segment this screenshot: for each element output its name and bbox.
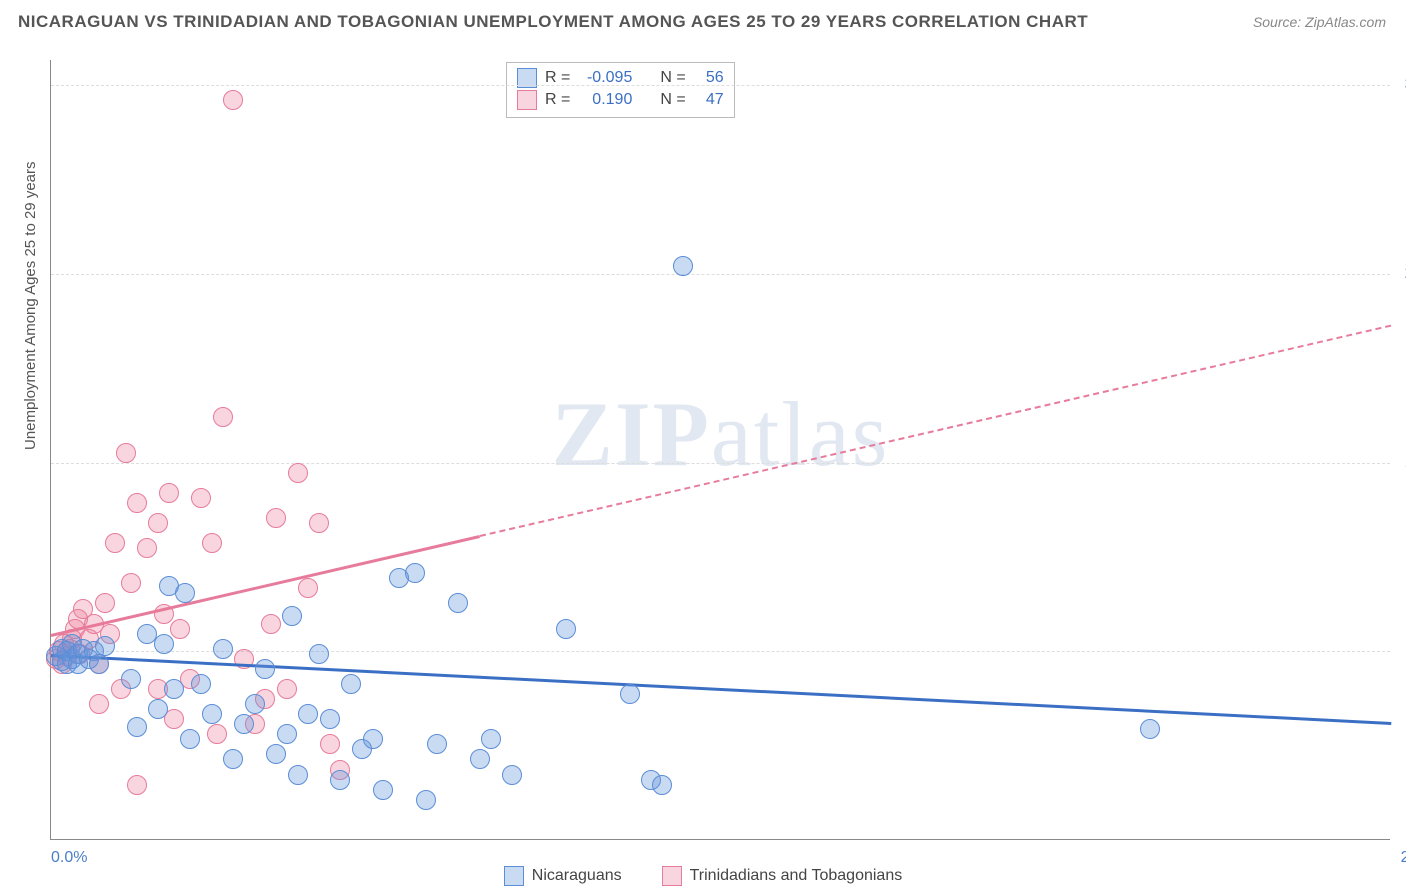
r-label: R = bbox=[545, 89, 570, 111]
legend-item: Trinidadians and Tobagonians bbox=[662, 866, 903, 886]
stat-legend-row: R = 0.190 N = 47 bbox=[517, 89, 724, 111]
data-point bbox=[89, 694, 109, 714]
data-point bbox=[277, 724, 297, 744]
data-point bbox=[154, 604, 174, 624]
data-point bbox=[320, 709, 340, 729]
data-point bbox=[154, 634, 174, 654]
data-point bbox=[448, 593, 468, 613]
data-point bbox=[202, 533, 222, 553]
n-label: N = bbox=[660, 89, 685, 111]
data-point bbox=[255, 659, 275, 679]
legend-swatch bbox=[662, 866, 682, 886]
data-point bbox=[1140, 719, 1160, 739]
correlation-chart: NICARAGUAN VS TRINIDADIAN AND TOBAGONIAN… bbox=[0, 0, 1406, 892]
data-point bbox=[277, 679, 297, 699]
data-point bbox=[330, 770, 350, 790]
data-point bbox=[95, 636, 115, 656]
data-point bbox=[288, 463, 308, 483]
data-point bbox=[556, 619, 576, 639]
data-point bbox=[261, 614, 281, 634]
data-point bbox=[282, 606, 302, 626]
data-point bbox=[207, 724, 227, 744]
data-point bbox=[121, 669, 141, 689]
data-point bbox=[223, 90, 243, 110]
data-point bbox=[116, 443, 136, 463]
bottom-legend: Nicaraguans Trinidadians and Tobagonians bbox=[0, 866, 1406, 886]
data-point bbox=[234, 714, 254, 734]
data-point bbox=[213, 407, 233, 427]
watermark-bold: ZIP bbox=[552, 383, 711, 485]
data-point bbox=[320, 734, 340, 754]
data-point bbox=[127, 493, 147, 513]
data-point bbox=[309, 513, 329, 533]
data-point bbox=[309, 644, 329, 664]
data-point bbox=[202, 704, 222, 724]
data-point bbox=[137, 538, 157, 558]
watermark: ZIPatlas bbox=[552, 381, 890, 487]
x-tick-label: 25.0% bbox=[1401, 849, 1406, 867]
data-point bbox=[266, 744, 286, 764]
data-point bbox=[95, 593, 115, 613]
data-point bbox=[373, 780, 393, 800]
stat-legend: R =-0.095N =56R =0.190N =47 bbox=[506, 62, 735, 118]
data-point bbox=[213, 639, 233, 659]
grid-line bbox=[51, 463, 1390, 464]
data-point bbox=[673, 256, 693, 276]
data-point bbox=[427, 734, 447, 754]
data-point bbox=[148, 699, 168, 719]
data-point bbox=[127, 775, 147, 795]
data-point bbox=[121, 573, 141, 593]
data-point bbox=[416, 790, 436, 810]
data-point bbox=[298, 704, 318, 724]
data-point bbox=[180, 729, 200, 749]
plot-area: ZIPatlas R =-0.095N =56R =0.190N =47 7.5… bbox=[50, 60, 1390, 840]
data-point bbox=[363, 729, 383, 749]
data-point bbox=[223, 749, 243, 769]
data-point bbox=[245, 694, 265, 714]
data-point bbox=[502, 765, 522, 785]
data-point bbox=[266, 508, 286, 528]
data-point bbox=[298, 578, 318, 598]
data-point bbox=[170, 619, 190, 639]
legend-label: Trinidadians and Tobagonians bbox=[690, 867, 903, 885]
legend-item: Nicaraguans bbox=[504, 866, 622, 886]
data-point bbox=[148, 513, 168, 533]
data-point bbox=[191, 674, 211, 694]
data-point bbox=[105, 533, 125, 553]
legend-swatch bbox=[517, 90, 537, 110]
data-point bbox=[127, 717, 147, 737]
data-point bbox=[405, 563, 425, 583]
data-point bbox=[481, 729, 501, 749]
data-point bbox=[620, 684, 640, 704]
n-value: 47 bbox=[694, 89, 724, 111]
source-label: Source: ZipAtlas.com bbox=[1253, 14, 1386, 30]
data-point bbox=[288, 765, 308, 785]
watermark-rest: atlas bbox=[711, 383, 890, 485]
x-tick-label: 0.0% bbox=[51, 849, 87, 867]
y-axis-title: Unemployment Among Ages 25 to 29 years bbox=[22, 161, 39, 450]
legend-label: Nicaraguans bbox=[532, 867, 622, 885]
grid-line bbox=[51, 274, 1390, 275]
data-point bbox=[89, 654, 109, 674]
data-point bbox=[175, 583, 195, 603]
chart-title: NICARAGUAN VS TRINIDADIAN AND TOBAGONIAN… bbox=[18, 12, 1088, 32]
data-point bbox=[652, 775, 672, 795]
data-point bbox=[191, 488, 211, 508]
data-point bbox=[470, 749, 490, 769]
legend-swatch bbox=[504, 866, 524, 886]
grid-line bbox=[51, 85, 1390, 86]
data-point bbox=[164, 679, 184, 699]
data-point bbox=[341, 674, 361, 694]
data-point bbox=[159, 483, 179, 503]
trend-line bbox=[480, 324, 1392, 536]
r-value: 0.190 bbox=[578, 89, 632, 111]
